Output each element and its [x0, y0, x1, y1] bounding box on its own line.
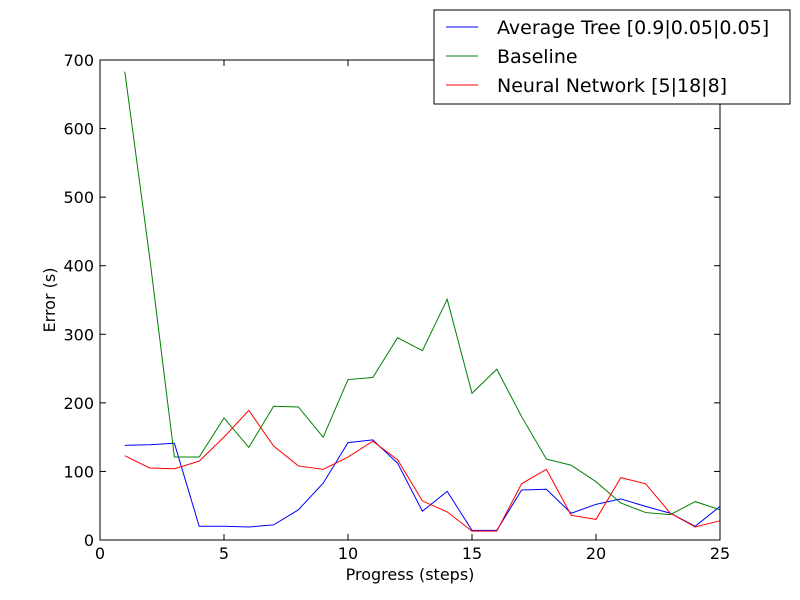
x-tick-label: 0 — [95, 544, 105, 563]
legend-box — [433, 9, 791, 105]
y-axis-ticks: 0 100 200 300 400 500 600 700 — [63, 51, 720, 550]
legend-label-2: Neural Network [5|18|8] — [497, 75, 727, 97]
x-tick-label: 5 — [219, 544, 229, 563]
y-tick-label: 0 — [84, 531, 94, 550]
y-tick-label: 200 — [63, 394, 94, 413]
legend-items: Average Tree [0.9|0.05|0.05] Baseline Neur… — [446, 17, 769, 97]
legend: Average Tree [0.9|0.05|0.05] Baseline Neur… — [433, 9, 791, 105]
x-axis-label: Progress (steps) — [346, 565, 475, 584]
x-tick-label: 25 — [710, 544, 730, 563]
y-tick-label: 300 — [63, 325, 94, 344]
series-line-1 — [124, 71, 721, 516]
y-tick-label: 500 — [63, 188, 94, 207]
y-axis-label: Error (s) — [40, 268, 59, 333]
y-tick-label: 400 — [63, 257, 94, 276]
x-tick-label: 15 — [462, 544, 482, 563]
y-tick-label: 600 — [63, 120, 94, 139]
x-tick-label: 10 — [338, 544, 358, 563]
x-tick-label: 20 — [586, 544, 606, 563]
y-tick-label: 700 — [63, 51, 94, 70]
series-line-2 — [124, 409, 721, 532]
y-tick-label: 100 — [63, 462, 94, 481]
plot-frame — [99, 59, 721, 541]
legend-label-1: Baseline — [497, 46, 578, 68]
series-line-0 — [124, 439, 721, 531]
legend-label-0: Average Tree [0.9|0.05|0.05] — [497, 17, 769, 39]
series-layer — [124, 71, 721, 532]
x-axis-ticks: 0 5 10 15 20 25 — [95, 60, 730, 563]
